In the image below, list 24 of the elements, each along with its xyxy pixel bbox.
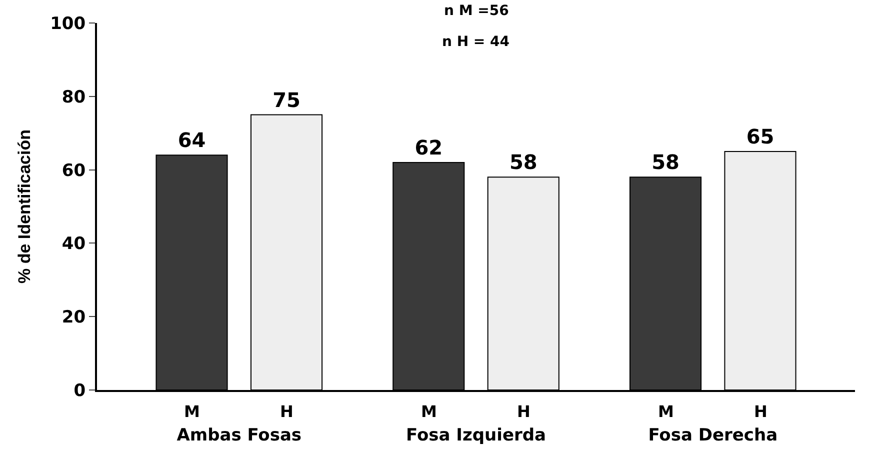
data-label: 58 — [509, 150, 538, 174]
data-label: 62 — [414, 135, 443, 160]
x-tick-label: Fosa Derecha — [648, 425, 778, 446]
annotation: n H = 44 — [442, 34, 510, 50]
y-tick-label: 40 — [62, 234, 86, 254]
y-tick-label: 20 — [62, 308, 86, 328]
series-label: M — [184, 402, 200, 421]
y-tick-label: 100 — [50, 14, 86, 34]
data-label: 64 — [178, 128, 206, 152]
x-tick-label: Ambas Fosas — [176, 425, 302, 446]
y-axis-title: % de Identificación — [15, 130, 34, 284]
text: M — [658, 402, 674, 421]
text: H — [754, 402, 768, 421]
y-tick-label: 0 — [74, 380, 86, 401]
text: H — [517, 402, 530, 421]
text: n M =56 — [444, 3, 509, 19]
data-label: 65 — [746, 124, 774, 148]
data-label: 75 — [272, 88, 300, 112]
series-label: H — [280, 402, 294, 421]
data-label: 58 — [652, 150, 680, 174]
y-tick-label: 60 — [62, 160, 86, 181]
x-tick-label: Fosa Izquierda — [406, 425, 546, 446]
y-tick-label: 80 — [62, 87, 86, 108]
text: M — [421, 402, 437, 421]
